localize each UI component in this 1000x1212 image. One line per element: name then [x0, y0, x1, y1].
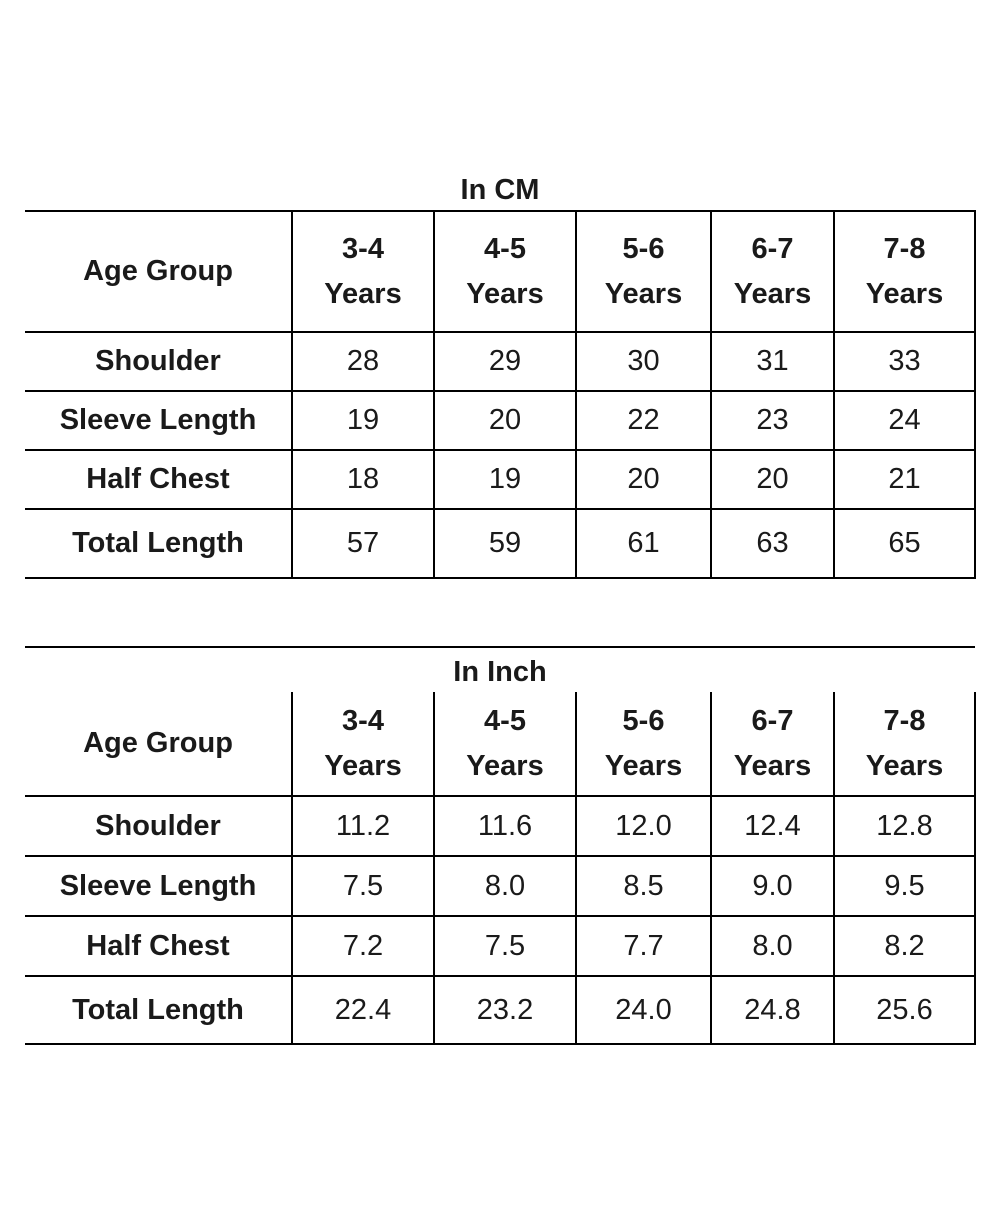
column-header: 6-7 Years [710, 692, 835, 797]
row-label: Total Length [25, 975, 293, 1045]
age-range: 4-5 [484, 232, 526, 265]
table-cell: 24 [833, 390, 976, 451]
age-unit: Years [324, 277, 402, 310]
column-header: 3-4 Years [291, 692, 435, 797]
column-header: 7-8 Years [833, 692, 976, 797]
table-cell: 8.0 [433, 855, 577, 917]
column-header: 6-7 Years [710, 210, 835, 333]
table-cell: 7.5 [291, 855, 435, 917]
age-unit: Years [733, 277, 812, 310]
age-unit: Years [733, 749, 812, 782]
age-unit: Years [466, 277, 544, 310]
row-label: Half Chest [25, 915, 293, 977]
table-row: Sleeve Length 7.5 8.0 8.5 9.0 9.5 [25, 855, 976, 917]
table-cell: 23 [710, 390, 835, 451]
table-row: Total Length 22.4 23.2 24.0 24.8 25.6 [25, 975, 976, 1045]
table-cell: 33 [833, 331, 976, 392]
table-cell: 8.2 [833, 915, 976, 977]
table-cell: 12.8 [833, 795, 976, 857]
table-row: Half Chest 7.2 7.5 7.7 8.0 8.2 [25, 915, 976, 977]
table-cell: 20 [575, 449, 712, 510]
table-cell: 59 [433, 508, 577, 579]
table-cell: 7.2 [291, 915, 435, 977]
header-row: Age Group 3-4 Years 4-5 Years 5-6 Years 6-7… [25, 692, 976, 797]
column-header: 5-6 Years [575, 692, 712, 797]
table-cell: 28 [291, 331, 435, 392]
row-label: Sleeve Length [25, 390, 293, 451]
age-range: 3-4 [342, 232, 384, 265]
table-cell: 9.5 [833, 855, 976, 917]
table-caption: In CM [460, 174, 540, 206]
row-label: Shoulder [25, 331, 293, 392]
age-unit: Years [324, 749, 402, 782]
age-range: 6-7 [751, 704, 794, 737]
table-cell: 22 [575, 390, 712, 451]
row-label: Shoulder [25, 795, 293, 857]
age-range: 4-5 [484, 704, 526, 737]
table-row: Total Length 57 59 61 63 65 [25, 508, 976, 579]
header-row: Age Group 3-4 Years 4-5 Years 5-6 Years 6-7… [25, 210, 976, 333]
table-cell: 9.0 [710, 855, 835, 917]
table-cell: 12.0 [575, 795, 712, 857]
table-cell: 65 [833, 508, 976, 579]
table-cell: 7.7 [575, 915, 712, 977]
age-range: 3-4 [342, 704, 384, 737]
table-cell: 29 [433, 331, 577, 392]
table-row: Shoulder 11.2 11.6 12.0 12.4 12.8 [25, 795, 976, 857]
table-cell: 21 [833, 449, 976, 510]
age-unit: Years [865, 749, 944, 782]
age-range: 6-7 [751, 232, 794, 265]
age-unit: Years [604, 277, 683, 310]
table-cell: 23.2 [433, 975, 577, 1045]
table-cell: 19 [433, 449, 577, 510]
table-cell: 57 [291, 508, 435, 579]
row-header-cell: Age Group [25, 692, 293, 797]
table-row: Shoulder 28 29 30 31 33 [25, 331, 976, 392]
age-range: 5-6 [622, 704, 665, 737]
table-cell: 11.2 [291, 795, 435, 857]
table-cell: 24.0 [575, 975, 712, 1045]
table-cell: 20 [433, 390, 577, 451]
table-caption: In Inch [25, 646, 975, 692]
column-header: 3-4 Years [291, 210, 435, 333]
table-cell: 7.5 [433, 915, 577, 977]
table-cell: 8.0 [710, 915, 835, 977]
age-unit: Years [466, 749, 544, 782]
table-cell: 22.4 [291, 975, 435, 1045]
table-row: Sleeve Length 19 20 22 23 24 [25, 390, 976, 451]
age-range: 7-8 [883, 232, 926, 265]
size-chart-cm: In CM Age Group 3-4 Years 4-5 Years 5-6 Yea… [25, 160, 976, 579]
table-cell: 63 [710, 508, 835, 579]
age-unit: Years [865, 277, 944, 310]
row-label: Half Chest [25, 449, 293, 510]
table-cell: 19 [291, 390, 435, 451]
table-cell: 61 [575, 508, 712, 579]
table-cell: 12.4 [710, 795, 835, 857]
table-cell: 30 [575, 331, 712, 392]
size-table: Age Group 3-4 Years 4-5 Years 5-6 Years 6-7… [25, 210, 976, 579]
row-header-cell: Age Group [25, 210, 293, 333]
row-label: Sleeve Length [25, 855, 293, 917]
table-cell: 8.5 [575, 855, 712, 917]
column-header: 5-6 Years [575, 210, 712, 333]
table-cell: 31 [710, 331, 835, 392]
column-header: 4-5 Years [433, 692, 577, 797]
table-cell: 24.8 [710, 975, 835, 1045]
row-label: Total Length [25, 508, 293, 579]
table-cell: 20 [710, 449, 835, 510]
table-cell: 18 [291, 449, 435, 510]
age-range: 5-6 [622, 232, 665, 265]
table-row: Half Chest 18 19 20 20 21 [25, 449, 976, 510]
size-chart-inch: In Inch Age Group 3-4 Years 4-5 Years 5-6 Y… [25, 646, 976, 1045]
column-header: 4-5 Years [433, 210, 577, 333]
table-cell: 11.6 [433, 795, 577, 857]
table-cell: 25.6 [833, 975, 976, 1045]
size-table: Age Group 3-4 Years 4-5 Years 5-6 Years 6-7… [25, 692, 976, 1045]
column-header: 7-8 Years [833, 210, 976, 333]
age-unit: Years [604, 749, 683, 782]
age-range: 7-8 [883, 704, 926, 737]
